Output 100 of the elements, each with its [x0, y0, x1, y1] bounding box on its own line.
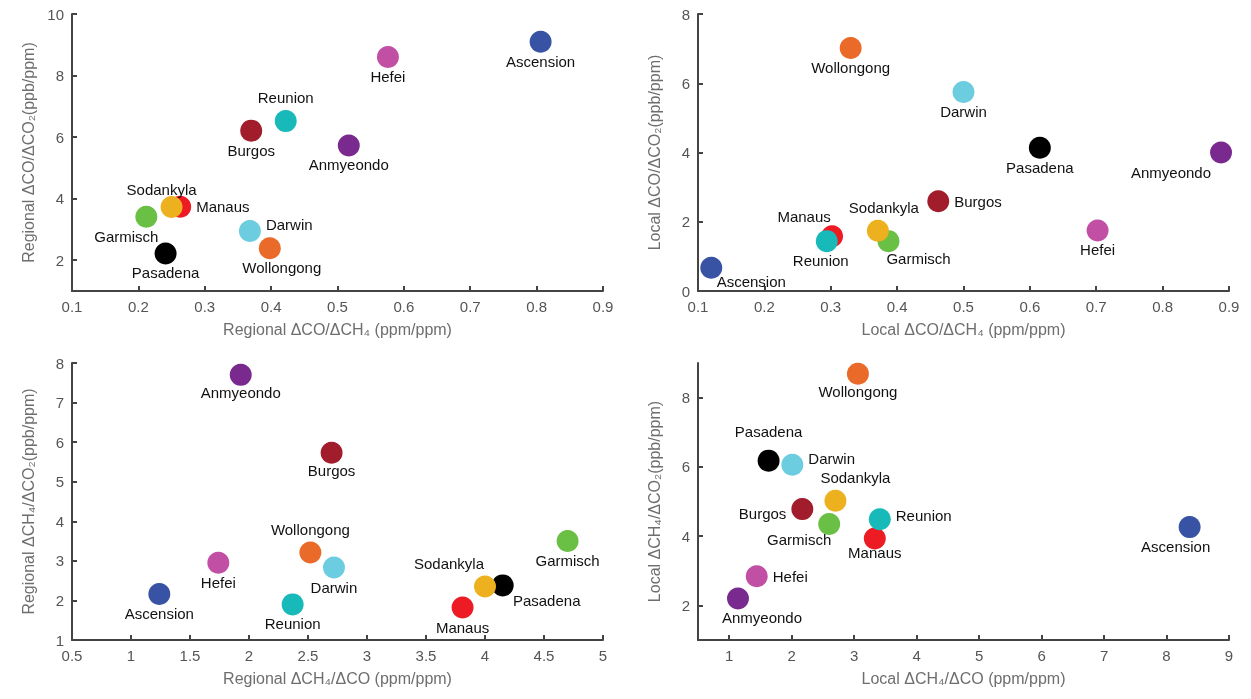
y-axis-title: Regional ΔCH₄/ΔCO₂(ppb/ppm) [19, 388, 37, 615]
point [229, 363, 252, 386]
point [818, 513, 841, 535]
x-tick-label: 8 [1162, 647, 1171, 664]
x-tick-label: 0.8 [526, 298, 548, 315]
point [207, 551, 230, 574]
point [952, 80, 975, 103]
series-label: Ascension [716, 272, 786, 290]
series-label: Ascension [506, 52, 576, 70]
series-label: Wollongong [818, 382, 898, 400]
y-tick-label: 6 [55, 128, 64, 146]
x-axis-title: Local ΔCH₄/ΔCO (ppm/ppm) [861, 669, 1066, 687]
y-tick-label: 6 [681, 74, 690, 92]
point [781, 453, 804, 476]
x-tick-label: 1 [126, 647, 136, 664]
x-tick-label: 0.2 [753, 298, 775, 315]
point [240, 119, 263, 142]
series-label: Pasadena [734, 422, 804, 440]
point [927, 190, 950, 213]
x-tick-label: 0.6 [393, 298, 415, 315]
point [791, 498, 814, 521]
point [1178, 516, 1201, 539]
series-label: Darwin [310, 578, 358, 596]
point [238, 219, 261, 242]
series-label: Darwin [940, 102, 987, 120]
point [299, 541, 322, 564]
series-label: Hefei [1080, 241, 1116, 259]
x-tick-label: 0.1 [687, 298, 709, 315]
point [1210, 141, 1233, 164]
point [154, 242, 177, 265]
x-tick-label: 0.1 [61, 298, 83, 315]
series-label: Hefei [200, 573, 236, 591]
series-label: Manaus [196, 198, 250, 216]
x-tick-label: 0.9 [1218, 298, 1240, 315]
x-axis-title: Regional ΔCO/ΔCH₄ (ppm/ppm) [223, 320, 452, 338]
series-label: Manaus [777, 208, 831, 226]
series-label: Reunion [257, 89, 314, 107]
series-label: Sodankyla [126, 180, 198, 198]
series-label: Garmisch [767, 531, 832, 549]
y-tick-label: 8 [681, 5, 690, 23]
series-label: Sodankyla [413, 554, 485, 572]
point [281, 593, 304, 616]
series-label: Garmisch [535, 552, 600, 570]
x-tick-label: 6 [1037, 647, 1046, 664]
point [1028, 136, 1051, 159]
x-tick-label: 7 [1099, 647, 1109, 664]
x-tick-label: 4 [912, 647, 921, 664]
y-tick-label: 1 [55, 631, 64, 649]
point [320, 441, 343, 464]
y-axis-title: Local ΔCO/ΔCO₂(ppb/ppm) [645, 54, 663, 251]
x-tick-label: 2 [787, 647, 796, 664]
x-tick-label: 2 [244, 647, 254, 664]
series-label: Manaus [848, 543, 902, 561]
x-tick-label: 0.7 [1085, 298, 1107, 315]
series-label: Wollongong [270, 520, 350, 538]
point [258, 237, 281, 260]
series-label: Ascension [124, 605, 194, 623]
series-label: Burgos [227, 141, 275, 159]
series-label: Pasadena [512, 592, 582, 610]
series-label: Sodankyla [848, 198, 920, 216]
point [866, 219, 889, 242]
x-tick-label: 5 [974, 647, 984, 664]
y-tick-label: 8 [55, 67, 64, 85]
y-tick-label: 2 [681, 213, 690, 231]
y-tick-label: 4 [55, 512, 64, 530]
point [868, 508, 891, 531]
x-tick-label: 3.5 [415, 647, 437, 664]
x-tick-label: 0.5 [61, 647, 83, 664]
series-label: Garmisch [94, 227, 159, 245]
point [815, 230, 838, 253]
point [148, 583, 171, 606]
series-label: Darwin [265, 216, 313, 234]
series-label: Anmyeondo [1131, 163, 1212, 181]
y-tick-label: 2 [55, 251, 64, 269]
series-label: Hefei [772, 567, 808, 585]
y-tick-label: 3 [55, 552, 64, 570]
y-tick-label: 2 [681, 596, 690, 614]
point [135, 205, 158, 228]
series-label: Wollongong [811, 58, 891, 76]
point [846, 362, 869, 385]
point [451, 596, 474, 619]
x-tick-label: 0.4 [886, 298, 908, 315]
point [274, 110, 297, 133]
x-tick-label: 0.6 [1019, 298, 1041, 315]
x-tick-label: 0.5 [953, 298, 974, 315]
point [727, 587, 749, 610]
point [337, 134, 360, 157]
y-tick-label: 10 [47, 5, 64, 23]
x-tick-label: 2.5 [297, 647, 319, 664]
point [529, 30, 552, 53]
x-tick-label: 3 [362, 647, 372, 664]
series-label: Anmyeondo [721, 609, 803, 627]
x-tick-label: 0.5 [327, 298, 348, 315]
y-tick-label: 0 [681, 282, 690, 300]
series-label: Wollongong [242, 259, 322, 277]
series-label: Sodankyla [820, 468, 892, 486]
point [376, 46, 399, 69]
y-tick-label: 8 [681, 389, 690, 407]
x-tick-label: 0.3 [194, 298, 216, 315]
x-tick-label: 4 [480, 647, 490, 664]
